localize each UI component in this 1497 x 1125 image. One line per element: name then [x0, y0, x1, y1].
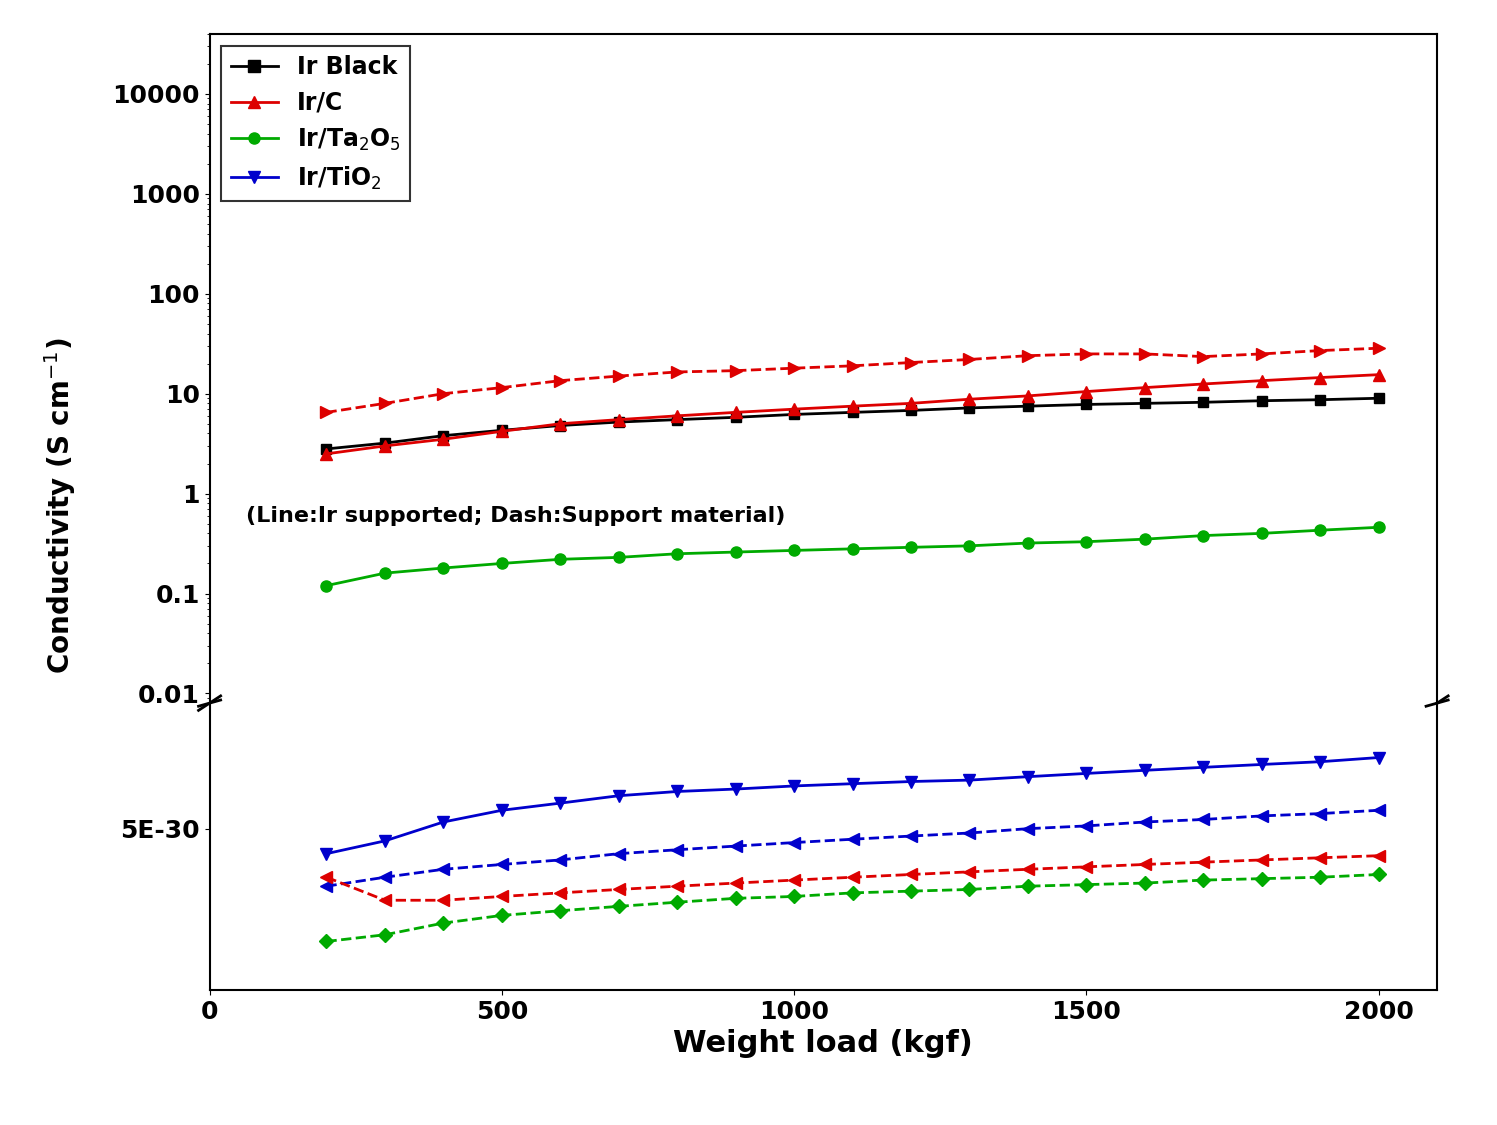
Text: Conductivity (S cm$^{-1}$): Conductivity (S cm$^{-1}$): [42, 338, 78, 675]
Text: (Line:Ir supported; Dash:Support material): (Line:Ir supported; Dash:Support materia…: [247, 505, 786, 525]
X-axis label: Weight load (kgf): Weight load (kgf): [674, 1029, 973, 1059]
Legend: Ir Black, Ir/C, Ir/Ta$_2$O$_5$, Ir/TiO$_2$: Ir Black, Ir/C, Ir/Ta$_2$O$_5$, Ir/TiO$_…: [222, 45, 410, 201]
